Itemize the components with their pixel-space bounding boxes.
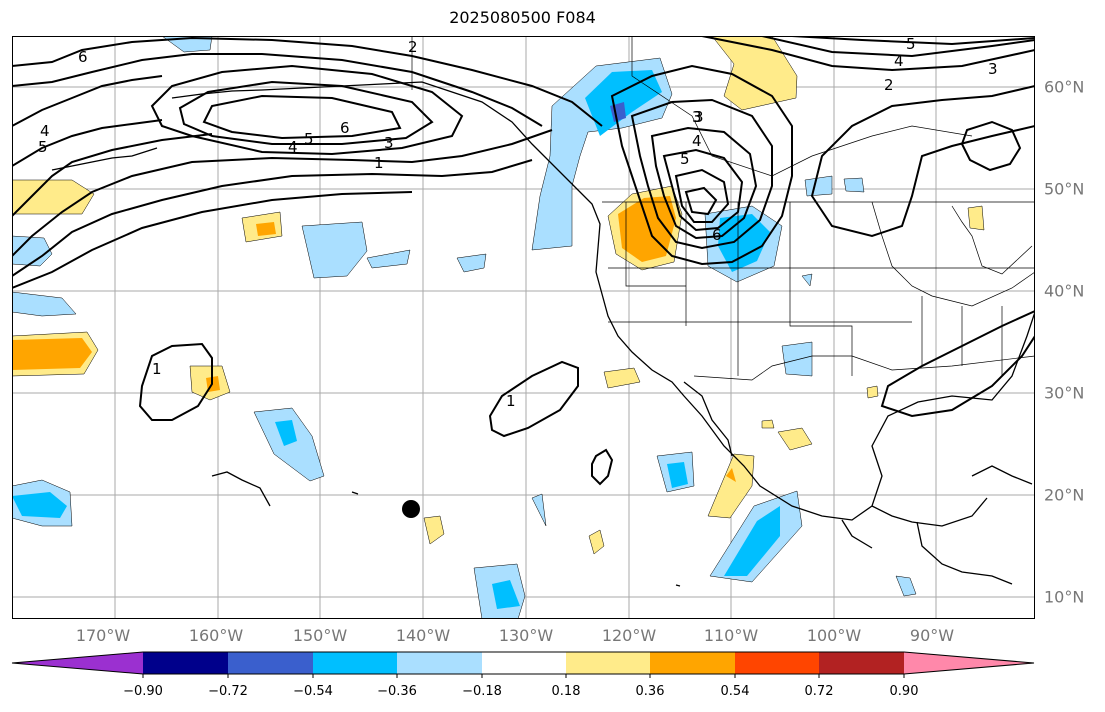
contour-label: 4 bbox=[288, 138, 298, 156]
contour-label: 5 bbox=[304, 130, 314, 148]
contour-label: 2 bbox=[408, 38, 418, 56]
lat-label: 10°N bbox=[1044, 587, 1085, 607]
contour-label: 4 bbox=[894, 52, 904, 70]
contour-label: 5 bbox=[38, 138, 48, 156]
colorbar-tick-label: −0.36 bbox=[377, 684, 417, 699]
lon-label: 150°W bbox=[292, 626, 348, 645]
colorbar-segment-8 bbox=[735, 652, 819, 674]
contour-label: 1 bbox=[152, 360, 162, 378]
contour-label: 3 bbox=[384, 134, 394, 152]
contour-label: 6 bbox=[78, 48, 88, 66]
lon-label: 170°W bbox=[75, 626, 131, 645]
colorbar-tick-label: −0.54 bbox=[293, 684, 333, 699]
contour-label: 1 bbox=[506, 392, 516, 410]
colorbar-segment-0 bbox=[12, 652, 143, 674]
lon-label: 130°W bbox=[498, 626, 554, 645]
map-title: 2025080500 F084 bbox=[449, 8, 596, 27]
colorbar bbox=[11, 651, 1035, 678]
contour-labels: 6 4 5 5 6 3 1 4 3 2 5 4 3 2 3 4 5 6 1 1 bbox=[38, 36, 998, 410]
contour-label: 3 bbox=[988, 60, 998, 78]
lon-label: 100°W bbox=[806, 626, 862, 645]
colorbar-tick-label: 0.18 bbox=[551, 684, 581, 699]
lat-label: 60°N bbox=[1044, 77, 1085, 97]
colorbar-segment-5 bbox=[482, 652, 566, 674]
lon-label: 110°W bbox=[703, 626, 759, 645]
contour-label: 1 bbox=[374, 154, 384, 172]
contour-label: 4 bbox=[692, 132, 702, 150]
lat-label: 30°N bbox=[1044, 383, 1085, 403]
colorbar-segment-9 bbox=[819, 652, 904, 674]
contour-label: 3 bbox=[692, 108, 702, 126]
lat-label: 50°N bbox=[1044, 179, 1085, 199]
colorbar-tick-label: 0.54 bbox=[720, 684, 750, 699]
lon-label: 120°W bbox=[601, 626, 657, 645]
lon-label: 90°W bbox=[909, 626, 955, 645]
location-marker bbox=[402, 500, 420, 518]
colorbar-segment-4 bbox=[397, 652, 482, 674]
colorbar-segment-3 bbox=[313, 652, 397, 674]
colorbar-segment-2 bbox=[228, 652, 313, 674]
colorbar-segment-7 bbox=[650, 652, 735, 674]
contour-label: 4 bbox=[40, 122, 50, 140]
lon-label: 140°W bbox=[395, 626, 451, 645]
colorbar-segment-1 bbox=[143, 652, 228, 674]
colorbar-tick-label: −0.18 bbox=[462, 684, 502, 699]
coastlines bbox=[51, 81, 1035, 587]
colorbar-tick-label: −0.72 bbox=[208, 684, 248, 699]
contour-label: 5 bbox=[906, 36, 916, 53]
lat-label: 40°N bbox=[1044, 281, 1085, 301]
contour-label: 5 bbox=[680, 150, 690, 168]
gridlines bbox=[12, 36, 1035, 619]
contour-label: 6 bbox=[712, 226, 722, 244]
lon-label: 160°W bbox=[188, 626, 244, 645]
colorbar-segment-6 bbox=[566, 652, 650, 674]
colorbar-tick-label: 0.90 bbox=[889, 684, 919, 699]
contour-label: 2 bbox=[884, 76, 894, 94]
contour-label: 3 bbox=[694, 108, 704, 126]
colorbar-tick-label: 0.72 bbox=[804, 684, 834, 699]
negative-anomaly-medium bbox=[12, 70, 780, 609]
contour-label: 6 bbox=[340, 119, 350, 137]
colorbar-tick-label: 0.36 bbox=[635, 684, 665, 699]
map-canvas: 6 4 5 5 6 3 1 4 3 2 5 4 3 2 3 4 5 6 1 1 bbox=[12, 36, 1035, 619]
colorbar-segment-10 bbox=[904, 652, 1034, 674]
lat-label: 20°N bbox=[1044, 485, 1085, 505]
colorbar-tick-label: −0.90 bbox=[123, 684, 163, 699]
contour-lines bbox=[12, 36, 1035, 486]
